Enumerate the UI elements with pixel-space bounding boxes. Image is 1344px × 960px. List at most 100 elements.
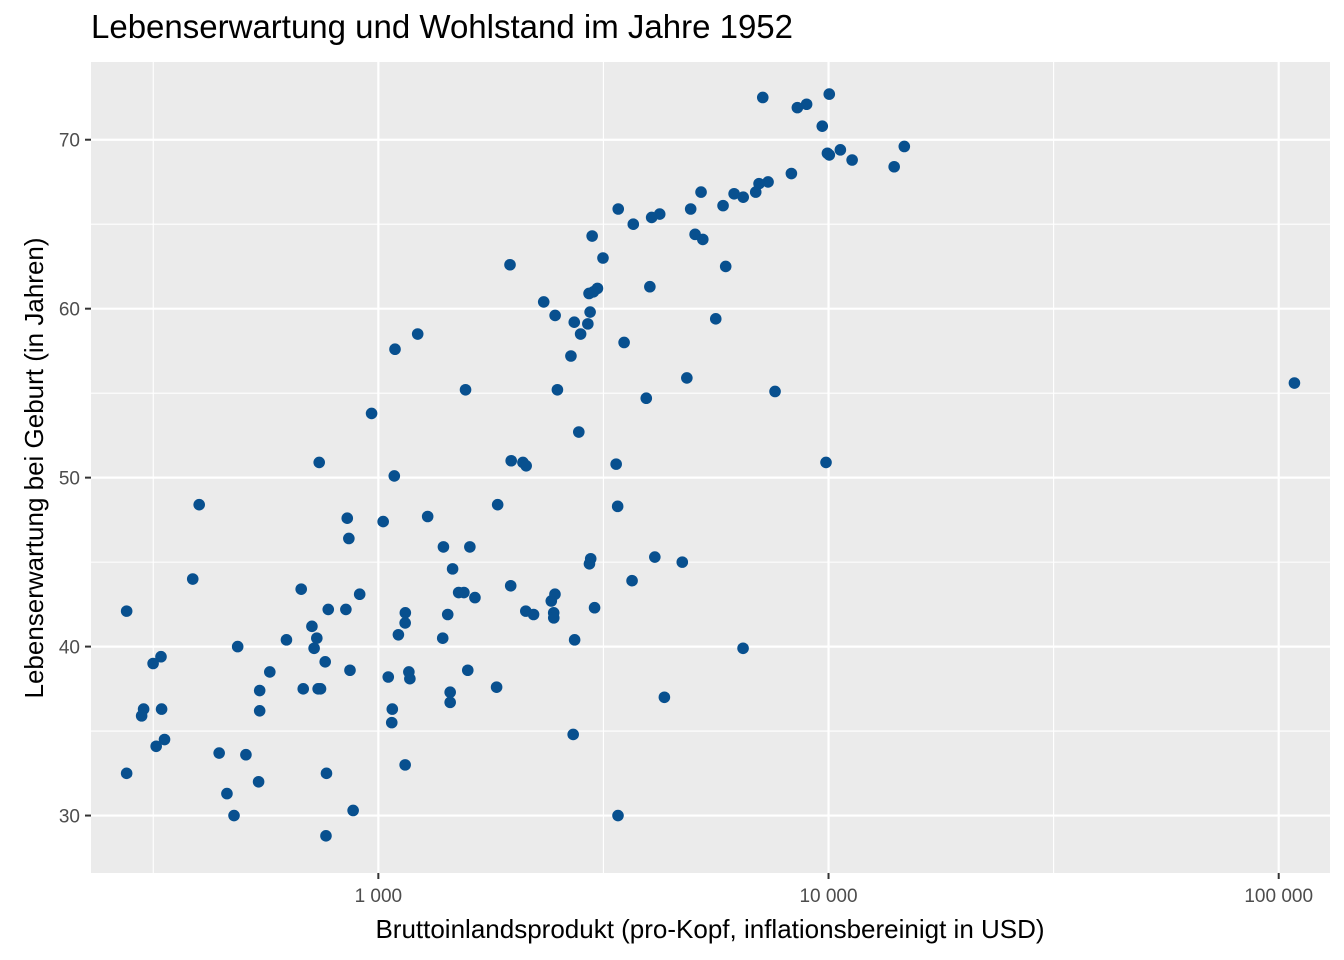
data-point: [444, 686, 456, 699]
data-point: [252, 775, 265, 788]
data-point: [341, 512, 354, 524]
data-point: [586, 230, 598, 242]
data-point: [823, 88, 836, 100]
data-point: [537, 296, 550, 308]
data-point: [150, 740, 162, 753]
data-point: [504, 258, 516, 271]
data-point: [785, 167, 798, 180]
data-points: [120, 88, 1301, 842]
data-point: [644, 280, 656, 293]
data-point: [737, 191, 750, 203]
data-point: [240, 748, 252, 761]
data-point: [504, 579, 517, 592]
data-point: [728, 187, 740, 200]
data-point: [769, 385, 781, 398]
data-point: [791, 101, 804, 114]
data-point: [221, 787, 233, 800]
data-point: [834, 144, 847, 156]
data-point: [446, 563, 459, 575]
data-point: [816, 120, 829, 133]
data-point: [280, 634, 293, 646]
data-point: [228, 809, 240, 822]
data-point: [459, 383, 472, 396]
data-point: [444, 696, 456, 709]
data-point: [399, 607, 412, 619]
data-point: [709, 313, 722, 325]
data-point: [458, 586, 470, 599]
data-point: [436, 632, 449, 644]
data-point: [392, 628, 405, 641]
data-point: [231, 640, 244, 653]
data-point: [319, 656, 331, 668]
data-point: [749, 186, 762, 198]
data-point: [297, 683, 310, 695]
data-point: [658, 691, 671, 704]
data-point: [695, 186, 707, 198]
data-point: [135, 710, 148, 722]
data-point: [385, 716, 398, 729]
data-point: [573, 426, 585, 438]
data-point: [353, 588, 366, 601]
data-point: [120, 605, 133, 617]
data-point: [421, 510, 434, 523]
x-axis-title: Bruttoinlandsprodukt (pro-Kopf, inflatio…: [375, 914, 1044, 944]
data-point: [382, 671, 395, 683]
data-point: [311, 632, 323, 644]
data-point: [347, 804, 359, 817]
minor-gridlines: [91, 62, 1330, 873]
data-point: [640, 392, 653, 405]
data-point: [441, 608, 454, 621]
data-point: [320, 830, 332, 842]
chart-title: Lebenserwartung und Wohlstand im Jahre 1…: [91, 8, 794, 45]
y-tick-label: 40: [59, 638, 80, 659]
data-point: [653, 208, 666, 220]
data-point: [610, 458, 622, 470]
data-point: [120, 767, 133, 780]
data-point: [399, 759, 411, 771]
data-point: [320, 767, 333, 780]
data-point: [719, 260, 732, 273]
data-point: [469, 591, 481, 604]
data-point: [588, 601, 601, 614]
data-point: [520, 460, 532, 472]
data-point: [611, 500, 624, 513]
data-point: [568, 316, 581, 328]
data-point: [762, 176, 774, 188]
x-tick-label: 1 000: [355, 886, 403, 907]
data-point: [306, 620, 318, 633]
data-point: [193, 498, 205, 511]
data-point: [583, 287, 595, 300]
data-point: [756, 91, 769, 104]
data-point: [584, 306, 596, 318]
data-point: [322, 603, 335, 616]
data-point: [681, 372, 693, 384]
data-point: [551, 383, 564, 396]
data-point: [1288, 377, 1301, 389]
data-point: [253, 684, 266, 697]
data-point: [411, 328, 424, 340]
data-point: [377, 515, 389, 528]
x-tick-label: 10 000: [799, 886, 857, 907]
data-point: [888, 160, 900, 173]
y-tick-label: 50: [59, 469, 80, 490]
data-point: [800, 98, 813, 111]
data-point: [821, 147, 834, 160]
data-point: [626, 574, 638, 587]
data-point: [158, 733, 171, 746]
data-point: [898, 140, 911, 153]
data-point: [697, 233, 709, 246]
data-point: [583, 558, 596, 570]
data-point: [547, 612, 560, 624]
data-point: [612, 809, 624, 822]
data-point: [684, 203, 697, 215]
data-point: [147, 657, 159, 670]
data-point: [846, 154, 858, 166]
data-point: [344, 664, 356, 677]
data-point: [340, 603, 352, 616]
data-point: [461, 664, 474, 677]
data-point: [618, 336, 630, 349]
y-tick-label: 60: [59, 300, 80, 321]
data-point: [582, 318, 594, 330]
data-point: [597, 252, 609, 264]
data-point: [213, 747, 225, 759]
